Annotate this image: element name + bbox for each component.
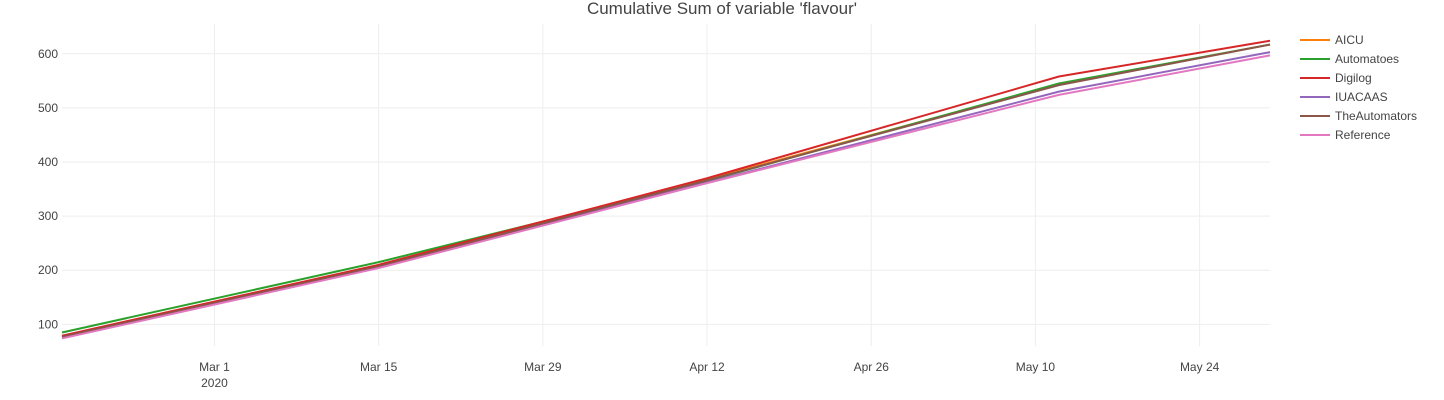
legend-label: TheAutomators	[1335, 109, 1417, 123]
x-tick-label: Apr 12	[689, 360, 725, 374]
series-line-reference[interactable]	[61, 54, 1271, 340]
y-tick-label: 100	[38, 317, 58, 331]
grid-layer	[62, 24, 1270, 346]
axis-layer: 100 200 300 400 500 600 Mar 1 2020 Mar 15 Mar 29 A…	[38, 47, 1220, 390]
series-line-digilog[interactable]	[61, 39, 1271, 337]
x-tick-label: Mar 29	[524, 360, 562, 374]
legend-label: Reference	[1335, 128, 1391, 142]
legend-item-reference[interactable]: Reference	[1300, 128, 1391, 142]
legend-label: IUACAAS	[1335, 90, 1388, 104]
series-layer	[61, 39, 1271, 340]
x-tick-label: May 24	[1180, 360, 1220, 374]
y-tick-label: 300	[38, 209, 58, 223]
y-tick-label: 500	[38, 101, 58, 115]
legend-label: Automatoes	[1335, 52, 1399, 66]
legend-label: Digilog	[1335, 71, 1372, 85]
y-tick-label: 600	[38, 47, 58, 61]
legend-item-iuacaas[interactable]: IUACAAS	[1300, 90, 1388, 104]
chart-title: Cumulative Sum of variable 'flavour'	[587, 0, 857, 18]
legend-label: AICU	[1335, 33, 1364, 47]
x-tick-year-label: 2020	[201, 376, 228, 390]
y-tick-label: 200	[38, 263, 58, 277]
x-tick-label: May 10	[1016, 360, 1056, 374]
legend-item-digilog[interactable]: Digilog	[1300, 71, 1372, 85]
legend-item-aicu[interactable]: AICU	[1300, 33, 1364, 47]
legend-item-automatoes[interactable]: Automatoes	[1300, 52, 1399, 66]
y-tick-label: 400	[38, 155, 58, 169]
series-line-theautomators[interactable]	[61, 43, 1271, 338]
x-tick-label: Apr 26	[854, 360, 890, 374]
x-tick-label: Mar 15	[360, 360, 398, 374]
legend[interactable]: AICU Automatoes Digilog IUACAAS TheAutomator…	[1300, 33, 1417, 142]
x-tick-label: Mar 1	[199, 360, 230, 374]
legend-item-theautomators[interactable]: TheAutomators	[1300, 109, 1417, 123]
